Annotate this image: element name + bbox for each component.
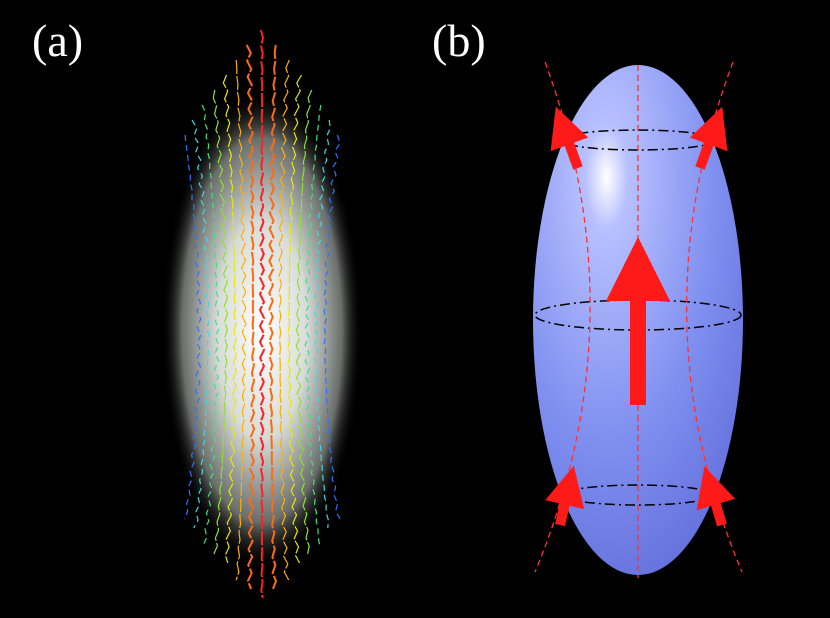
field-line — [287, 74, 303, 564]
vector-field — [184, 29, 341, 599]
field-line — [235, 59, 247, 581]
panel-label: (b) — [432, 15, 486, 66]
field-line — [184, 134, 202, 520]
arrows — [545, 106, 736, 527]
field-line — [258, 29, 266, 599]
field-line — [268, 44, 278, 590]
field-line — [323, 134, 341, 520]
field-line — [191, 119, 210, 529]
field-line — [222, 74, 237, 564]
arrow — [689, 106, 728, 170]
arrow — [550, 106, 589, 170]
field-line — [201, 104, 220, 546]
field-line — [295, 89, 313, 555]
arrow — [696, 466, 736, 527]
arrow — [545, 465, 585, 527]
field-line — [304, 104, 322, 546]
field-line — [245, 44, 256, 590]
panel-label: (a) — [32, 15, 83, 66]
field-line — [278, 59, 290, 581]
field-line — [212, 89, 229, 555]
field-line — [313, 119, 331, 529]
